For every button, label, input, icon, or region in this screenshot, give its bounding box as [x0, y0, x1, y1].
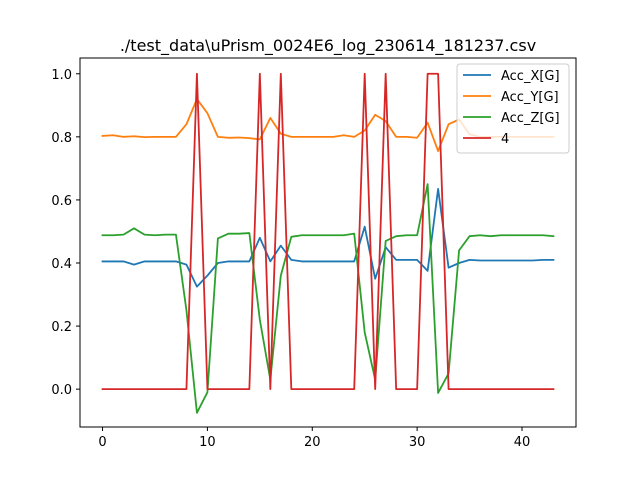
series-layer: [101, 72, 555, 414]
x-tick-label: 10: [199, 435, 216, 450]
x-tick-label: 20: [304, 435, 321, 450]
legend-label-1: Acc_X[G]: [501, 69, 560, 84]
y-tick-label: 0.0: [51, 383, 72, 398]
y-tick-label: 1.0: [51, 68, 72, 83]
series-line-1: [101, 187, 555, 288]
x-tick-label: 30: [409, 435, 426, 450]
plot-frame: [79, 57, 577, 428]
y-axis: 0.0 0.2 0.4 0.6 0.8 1.0: [51, 68, 80, 398]
y-tick-label: 0.4: [51, 257, 72, 272]
legend-label-2: Acc_Y[G]: [501, 90, 559, 105]
series-line-3: [101, 183, 555, 414]
x-tick-label: 40: [514, 435, 531, 450]
y-tick-label: 0.6: [51, 194, 72, 209]
y-tick-label: 0.8: [51, 131, 72, 146]
y-tick-label: 0.2: [51, 320, 72, 335]
x-tick-label: 0: [98, 435, 106, 450]
legend-box: [456, 63, 570, 154]
chart-title: ./test_data\uPrism_0024E6_log_230614_181…: [120, 36, 536, 56]
series-line-4: [101, 72, 555, 391]
legend-label-4: 4: [501, 132, 509, 147]
x-axis: 0 10 20 30 40: [98, 427, 530, 450]
legend: Acc_X[G] Acc_Y[G] Acc_Z[G] 4: [456, 63, 570, 154]
legend-label-3: Acc_Z[G]: [501, 111, 560, 126]
